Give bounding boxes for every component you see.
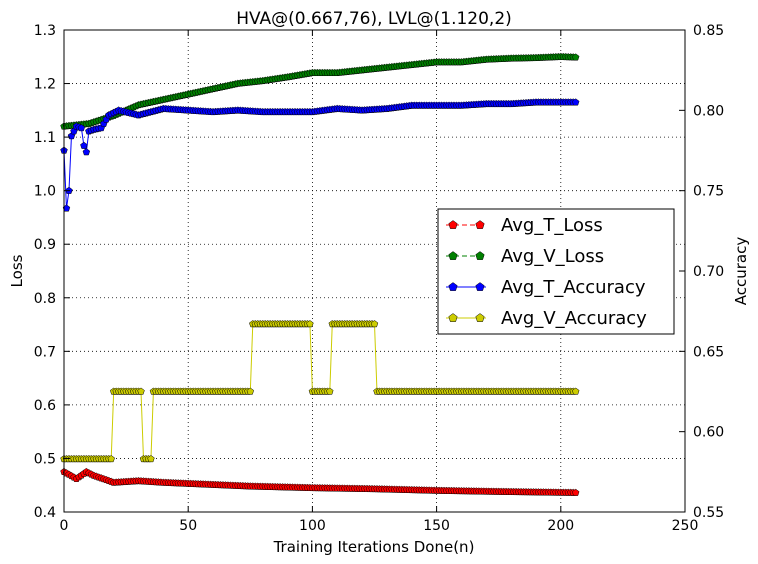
y-axis-title: Loss	[8, 254, 26, 287]
y-tick-label: 0.5	[34, 451, 56, 467]
x-tick-label: 0	[60, 518, 69, 534]
legend-entries: Avg_T_Loss Avg_V_Loss Avg_T_Accuracy Avg_V_…	[446, 215, 647, 329]
x-tick-label: 100	[299, 518, 326, 534]
legend-label: Avg_V_Loss	[501, 246, 604, 267]
y-tick-label: 1.2	[34, 77, 56, 93]
legend-marker	[448, 220, 458, 229]
legend-marker	[475, 251, 485, 260]
legend: Avg_T_Loss Avg_V_Loss Avg_T_Accuracy Avg_V_…	[437, 208, 675, 335]
data-point	[571, 387, 580, 395]
y-tick-label: 0.7	[34, 344, 56, 360]
chart-title: HVA@(0.667,76), LVL@(1.120,2)	[236, 9, 512, 29]
y-tick-label: 1.1	[34, 130, 56, 146]
legend-entry: Avg_T_Loss	[446, 215, 603, 236]
data-point	[571, 488, 580, 496]
legend-entry: Avg_T_Accuracy	[446, 277, 646, 298]
data-point	[137, 387, 145, 395]
series-layer	[60, 52, 580, 496]
data-point	[80, 141, 88, 149]
y2-axis-title: Accuracy	[732, 237, 750, 306]
legend-entry: Avg_V_Accuracy	[446, 308, 647, 329]
data-point	[370, 320, 379, 328]
data-point	[77, 124, 86, 132]
y2-tick-label: 0.70	[693, 264, 724, 280]
data-point	[107, 455, 115, 463]
legend-label: Avg_V_Accuracy	[501, 308, 647, 329]
data-point	[326, 387, 334, 395]
y2-tick-label: 0.60	[693, 425, 724, 441]
y-tick-label: 0.4	[34, 505, 56, 521]
y2-tick-label: 0.75	[693, 184, 724, 200]
y2-tick-label: 0.80	[693, 103, 724, 119]
x-tick-label: 50	[179, 518, 197, 534]
y-tick-label: 0.6	[34, 398, 56, 414]
data-point	[571, 98, 580, 106]
x-tick-label: 150	[423, 518, 450, 534]
y2-tick-label: 0.65	[693, 344, 724, 360]
y-tick-label: 1.0	[34, 184, 56, 200]
data-point	[147, 455, 155, 463]
legend-marker	[448, 282, 458, 291]
series-Avg_T_Accuracy	[60, 98, 580, 212]
x-axis-title: Training Iterations Done(n)	[273, 538, 475, 556]
data-point	[82, 148, 91, 156]
y2-tick-label: 0.55	[693, 505, 724, 521]
series-Avg_V_Accuracy	[60, 320, 580, 463]
ticks-layer: 0 50 100 150 200 250 0.4 0.5 0.6 0.7 0.8 0.9 1.0 1.1 1…	[34, 23, 724, 534]
series-Avg_T_Loss	[60, 467, 580, 496]
legend-label: Avg_T_Loss	[501, 215, 603, 236]
data-point	[246, 387, 255, 395]
y-tick-label: 1.3	[34, 23, 56, 39]
x-tick-label: 250	[672, 518, 699, 534]
data-point	[306, 320, 314, 328]
legend-marker	[475, 313, 485, 322]
y2-tick-label: 0.85	[693, 23, 724, 39]
legend-marker	[448, 313, 458, 322]
y-tick-label: 0.8	[34, 291, 56, 307]
x-tick-label: 200	[547, 518, 574, 534]
legend-box	[437, 208, 675, 335]
legend-entry: Avg_V_Loss	[446, 246, 604, 267]
legend-marker	[475, 282, 485, 291]
y-tick-label: 0.9	[34, 237, 56, 253]
legend-label: Avg_T_Accuracy	[501, 277, 646, 298]
legend-marker	[448, 251, 458, 260]
legend-marker	[475, 220, 485, 229]
data-point	[571, 53, 580, 61]
